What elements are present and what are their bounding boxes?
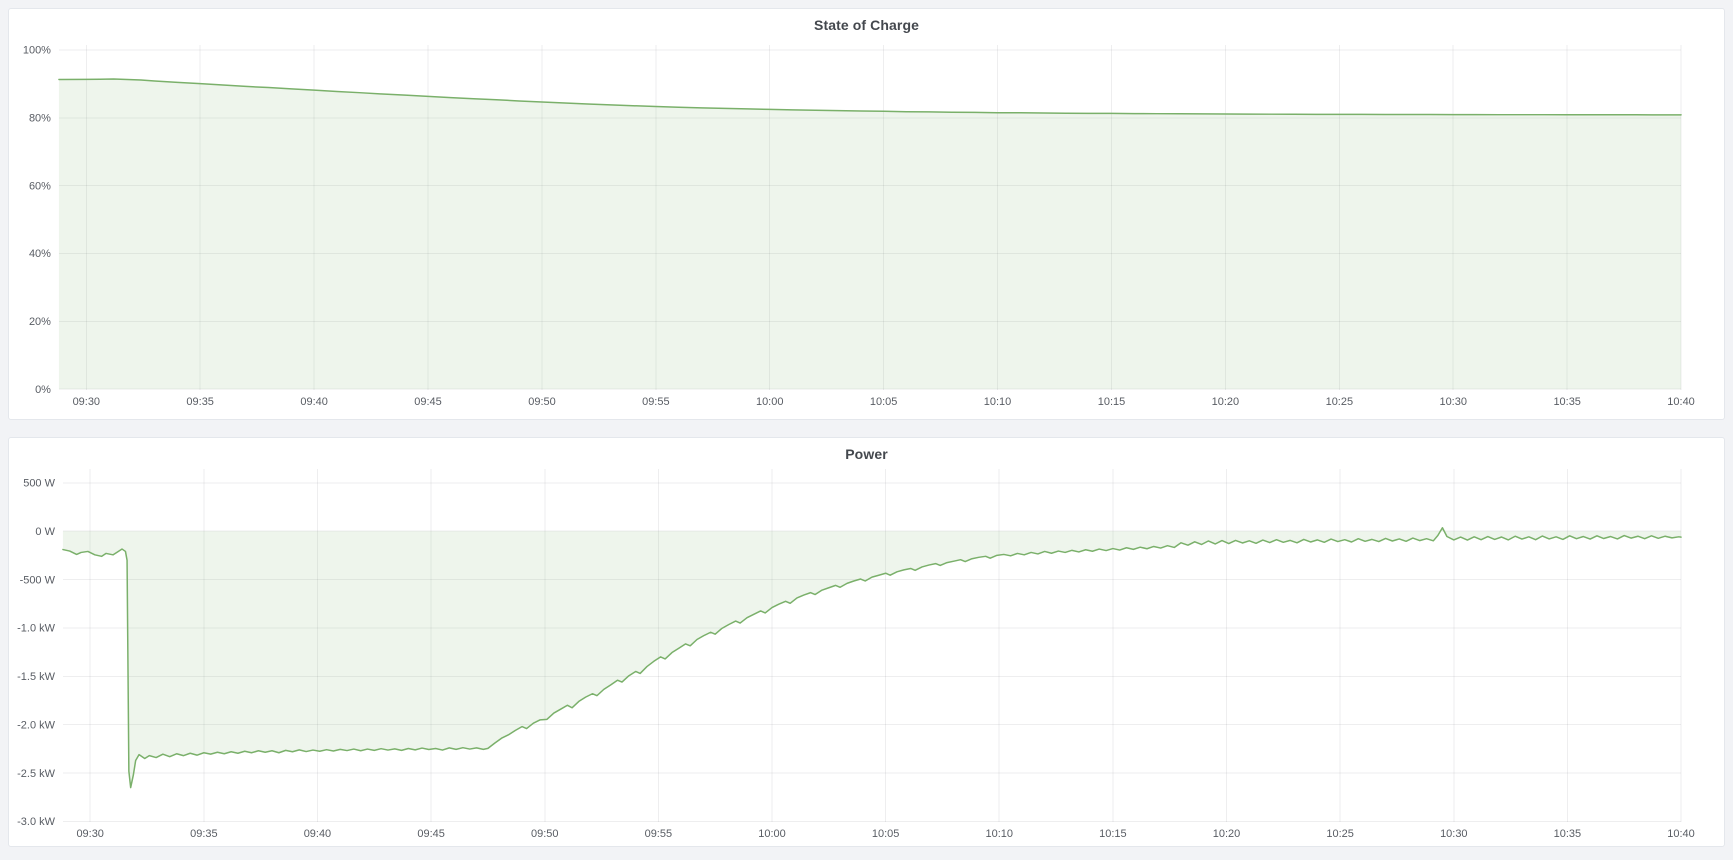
y-tick-label: 20% <box>29 316 51 328</box>
y-tick-label: 80% <box>29 113 51 125</box>
x-tick-label: 10:30 <box>1439 396 1466 408</box>
power-line <box>62 527 1682 789</box>
y-tick-label: 100% <box>23 45 51 57</box>
panel-state-of-charge: State of Charge 100% 80% 60% 40% 20% 0% 09:30 0… <box>8 8 1725 420</box>
panel-title-state-of-charge[interactable]: State of Charge <box>814 17 919 33</box>
power-y-axis: 500 W 0 W -500 W -1.0 kW -1.5 kW -2.0 kW -2.5 … <box>17 478 55 829</box>
panel-title-power[interactable]: Power <box>845 446 888 462</box>
x-tick-label: 10:20 <box>1213 828 1240 840</box>
y-tick-label: 0% <box>35 384 51 396</box>
y-tick-label: -1.0 kW <box>17 623 55 635</box>
x-tick-label: 10:00 <box>758 828 785 840</box>
x-tick-label: 10:25 <box>1326 396 1353 408</box>
state-of-charge-x-axis: 09:30 09:35 09:40 09:45 09:50 09:55 10:00 10:05… <box>73 396 1695 408</box>
x-tick-label: 10:35 <box>1554 828 1581 840</box>
power-x-axis: 09:30 09:35 09:40 09:45 09:50 09:55 10:00 10:05… <box>76 828 1694 840</box>
y-tick-label: -500 W <box>20 574 56 586</box>
power-area-fill <box>62 527 1682 788</box>
x-tick-label: 10:35 <box>1553 396 1580 408</box>
x-tick-label: 10:10 <box>986 828 1013 840</box>
state-of-charge-area-fill <box>58 79 1682 390</box>
x-tick-label: 09:40 <box>304 828 331 840</box>
state-of-charge-gridlines <box>58 44 1682 391</box>
x-tick-label: 09:50 <box>528 396 555 408</box>
x-tick-label: 10:00 <box>756 396 783 408</box>
x-tick-label: 10:30 <box>1440 828 1467 840</box>
x-tick-label: 10:15 <box>1099 828 1126 840</box>
power-gridlines <box>62 468 1682 823</box>
x-tick-label: 09:55 <box>645 828 672 840</box>
x-tick-label: 10:40 <box>1667 828 1694 840</box>
x-tick-label: 09:30 <box>76 828 103 840</box>
panel-power: Power 500 W 0 W -500 W -1.0 kW -1.5 kW -2.0 k… <box>8 437 1725 847</box>
x-tick-label: 09:35 <box>186 396 213 408</box>
x-tick-label: 09:55 <box>642 396 669 408</box>
x-tick-label: 09:45 <box>417 828 444 840</box>
y-tick-label: 40% <box>29 248 51 260</box>
x-tick-label: 10:05 <box>872 828 899 840</box>
state-of-charge-line <box>58 78 1682 116</box>
y-tick-label: -1.5 kW <box>17 671 55 683</box>
y-tick-label: -3.0 kW <box>17 816 55 828</box>
x-tick-label: 10:10 <box>984 396 1011 408</box>
state-of-charge-chart[interactable]: 100%80%60%40%20%0%09:30 09:35 09:40 09:45 09… <box>9 9 1724 419</box>
x-tick-label: 10:15 <box>1098 396 1125 408</box>
x-tick-label: 10:20 <box>1212 396 1239 408</box>
x-tick-label: 09:40 <box>300 396 327 408</box>
state-of-charge-y-axis: 100% 80% 60% 40% 20% 0% <box>23 45 51 396</box>
x-tick-label: 09:35 <box>190 828 217 840</box>
x-tick-label: 10:05 <box>870 396 897 408</box>
x-tick-label: 09:45 <box>414 396 441 408</box>
x-tick-label: 10:40 <box>1667 396 1694 408</box>
x-tick-label: 09:50 <box>531 828 558 840</box>
y-tick-label: 500 W <box>23 478 55 490</box>
y-tick-label: 0 W <box>35 526 55 538</box>
y-tick-label: -2.0 kW <box>17 719 55 731</box>
x-tick-label: 09:30 <box>73 396 100 408</box>
y-tick-label: -2.5 kW <box>17 768 55 780</box>
x-tick-label: 10:25 <box>1326 828 1353 840</box>
power-chart[interactable]: 500 W 0 W -500 W -1.0 kW -1.5 kW -2.0 kW -2.5 … <box>9 438 1724 846</box>
y-tick-label: 60% <box>29 180 51 192</box>
